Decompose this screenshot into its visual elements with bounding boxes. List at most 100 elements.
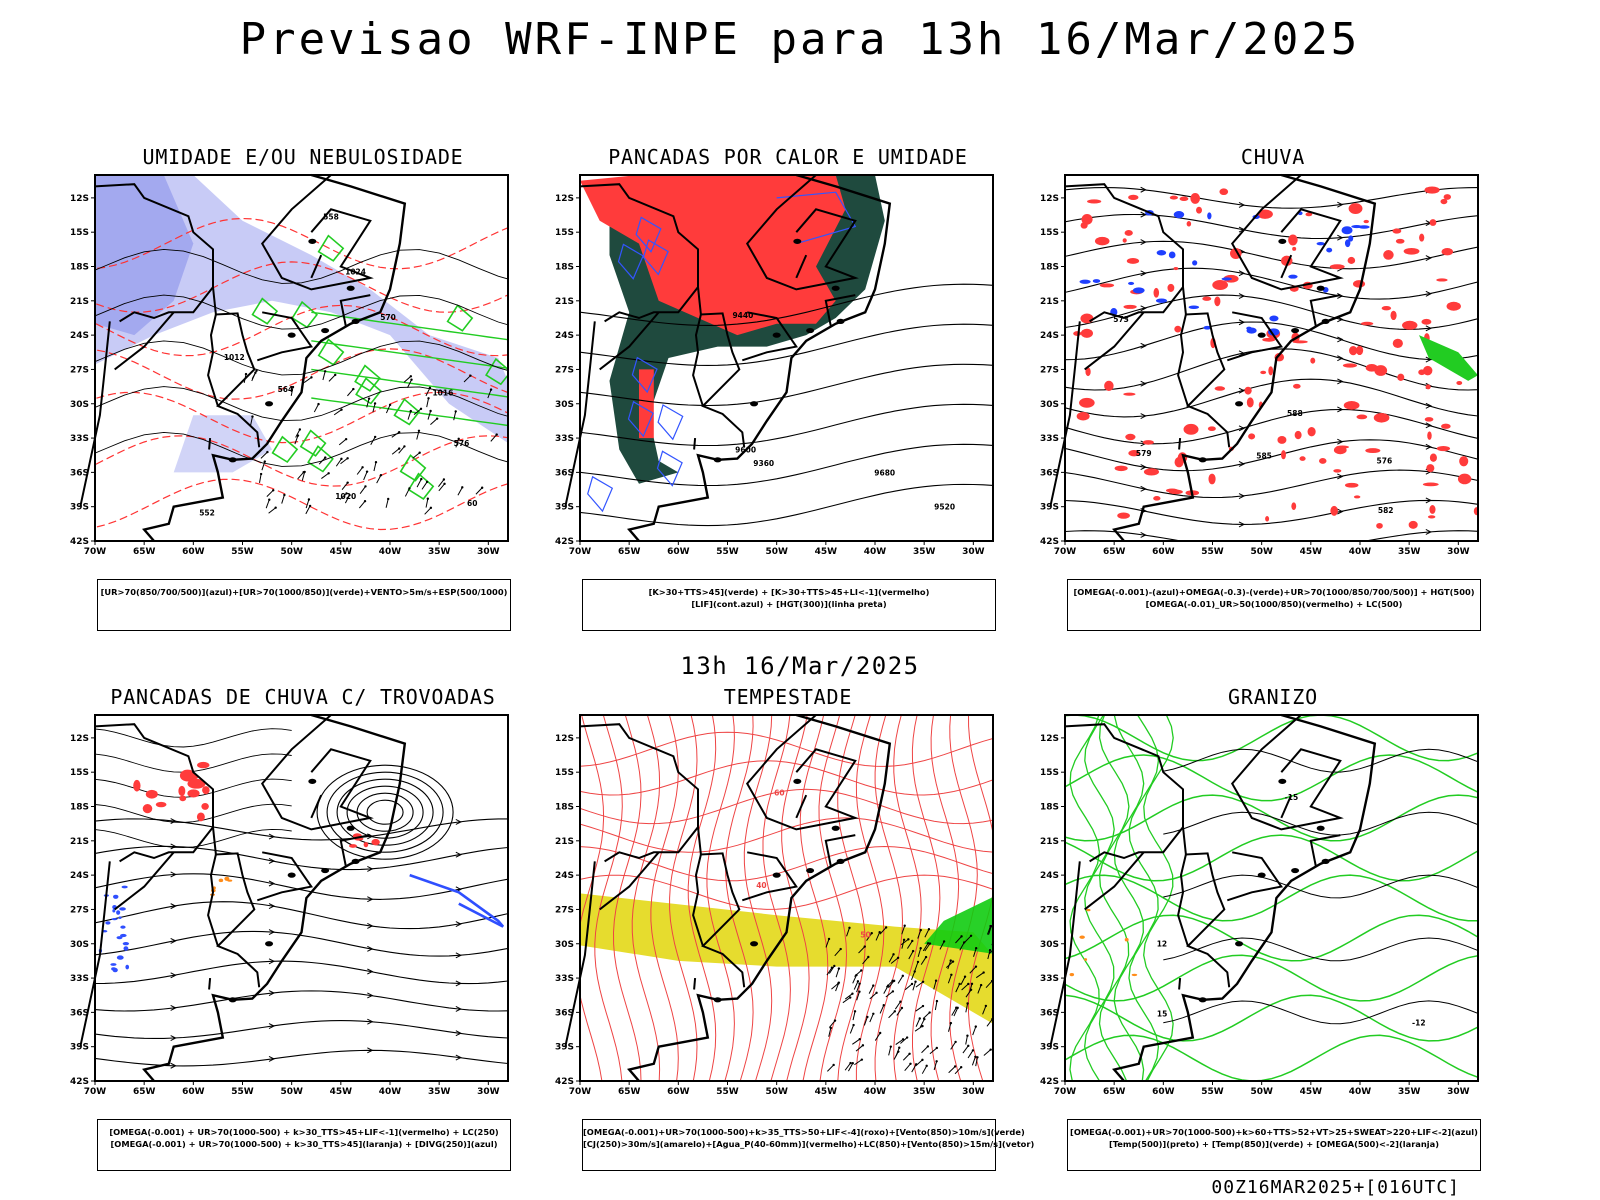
lon-label: 70W	[1054, 1087, 1077, 1097]
rain-area	[1436, 445, 1451, 452]
rain-area	[1299, 456, 1306, 461]
lat-label: 15S	[70, 768, 89, 778]
contour-label: 558	[323, 212, 339, 221]
wind-vector	[407, 379, 412, 388]
flow-arrow	[367, 865, 374, 872]
thunderstorm-area	[145, 789, 158, 799]
wind-vector-head	[435, 417, 439, 420]
ascent-area	[1069, 973, 1075, 977]
rain-area	[1436, 278, 1448, 282]
rain-area	[1441, 423, 1451, 429]
lon-label: 45W	[815, 1087, 838, 1097]
wind-vector	[901, 925, 906, 935]
rain-area	[1248, 433, 1256, 440]
rain-area	[1343, 401, 1360, 410]
divergence-area	[110, 963, 117, 966]
rain-area	[1153, 287, 1160, 298]
rain-area	[1457, 473, 1472, 485]
wind-vector-head	[891, 990, 895, 993]
border-line	[256, 311, 313, 362]
wind-vector-head	[346, 481, 349, 484]
streamline	[1065, 378, 1478, 418]
wind-vector	[888, 954, 894, 963]
city-marker	[228, 997, 237, 1003]
lat-label: 42S	[70, 1077, 89, 1087]
flow-arrow	[1337, 378, 1344, 385]
wind-vector-head	[989, 924, 992, 928]
contour-label: 1020	[335, 492, 356, 501]
lat-label: 12S	[555, 194, 574, 204]
flow-arrow	[1425, 325, 1432, 332]
wind-vector	[948, 1066, 956, 1074]
lat-label: 33S	[70, 974, 89, 984]
wind-vector	[965, 1003, 969, 1013]
rain-area	[1307, 426, 1316, 437]
wind-vector	[412, 452, 420, 459]
wind-vector-head	[851, 992, 854, 995]
legend-line: [OMEGA(-0.001) + UR>70(1000-500) + k>30_…	[109, 1127, 499, 1137]
wind-vector-head	[899, 1000, 902, 1003]
map-granizo: -12 -15 15 12 12S 15S 18S 21S 24S 27S 30S 33S 36S 39S…	[1040, 713, 1479, 1097]
border-line	[692, 854, 704, 947]
map-frame-group	[79, 173, 407, 542]
divergence-area	[105, 921, 111, 925]
flow-arrow	[1140, 305, 1147, 312]
wind-vector-head	[921, 980, 925, 983]
wind-vector	[251, 372, 256, 382]
hgt300-contour	[580, 443, 993, 487]
thunderstorm-area	[178, 785, 186, 797]
wind-vector-head	[995, 946, 997, 948]
wind-vector-head	[345, 492, 348, 495]
lon-label: 50W	[1250, 547, 1273, 557]
lon-label: 35W	[428, 1087, 451, 1097]
flow-arrow	[1140, 270, 1147, 277]
wind-vector	[868, 985, 874, 994]
wind-vector-head	[878, 930, 881, 934]
panel-title: CHUVA	[1240, 145, 1306, 169]
ascent-area	[1221, 277, 1232, 281]
wind-vector-head	[429, 506, 433, 510]
city-marker	[1257, 332, 1266, 338]
lon-label: 65W	[1103, 1087, 1126, 1097]
wind-vector	[831, 983, 839, 990]
rain-area	[1281, 450, 1286, 460]
wind-vector-head	[900, 1006, 904, 1010]
wind-vector-head	[266, 450, 269, 454]
flow-arrow	[455, 1006, 462, 1012]
wind-vector-head	[974, 946, 978, 950]
wind-vector-head	[982, 971, 985, 974]
moisture-contour	[307, 445, 334, 473]
wind-vector	[939, 941, 945, 950]
wind-vector	[955, 936, 962, 944]
rain-area	[1305, 212, 1313, 217]
wind-vector-head	[909, 1062, 912, 1066]
lif-contour	[627, 400, 654, 438]
wind-vector	[960, 976, 966, 985]
wind-vector-head	[852, 1023, 855, 1027]
flow-arrow	[367, 1047, 374, 1054]
map-tempestade: 40 50 60 12S 15S 18S 21S 24S 27S 30S 33S 36S 39S 42S7…	[555, 713, 997, 1097]
wind-vector	[879, 1005, 885, 1014]
map-frame	[94, 714, 509, 1082]
flow-arrow	[170, 818, 177, 825]
wind-vector-head	[903, 924, 906, 927]
wind-vector	[403, 375, 412, 383]
wind-vector-head	[979, 983, 983, 987]
wind-vector	[835, 968, 840, 978]
wind-vector-head	[344, 437, 348, 441]
rain-area	[1429, 505, 1436, 514]
wind-vector-head	[409, 375, 413, 378]
wind-vector	[914, 1025, 923, 1032]
wind-vector-head	[921, 1024, 924, 1028]
rain-area	[1425, 384, 1431, 390]
city-marker	[1321, 858, 1330, 864]
rain-area	[1356, 345, 1364, 356]
city-marker	[772, 332, 781, 338]
wind-vector	[900, 938, 909, 946]
wind-vector	[852, 1038, 861, 1045]
wind-vector	[885, 980, 893, 988]
lat-label: 27S	[70, 365, 89, 375]
humidity-area	[173, 415, 272, 473]
border-line	[339, 294, 371, 327]
humidity-core	[95, 175, 194, 336]
